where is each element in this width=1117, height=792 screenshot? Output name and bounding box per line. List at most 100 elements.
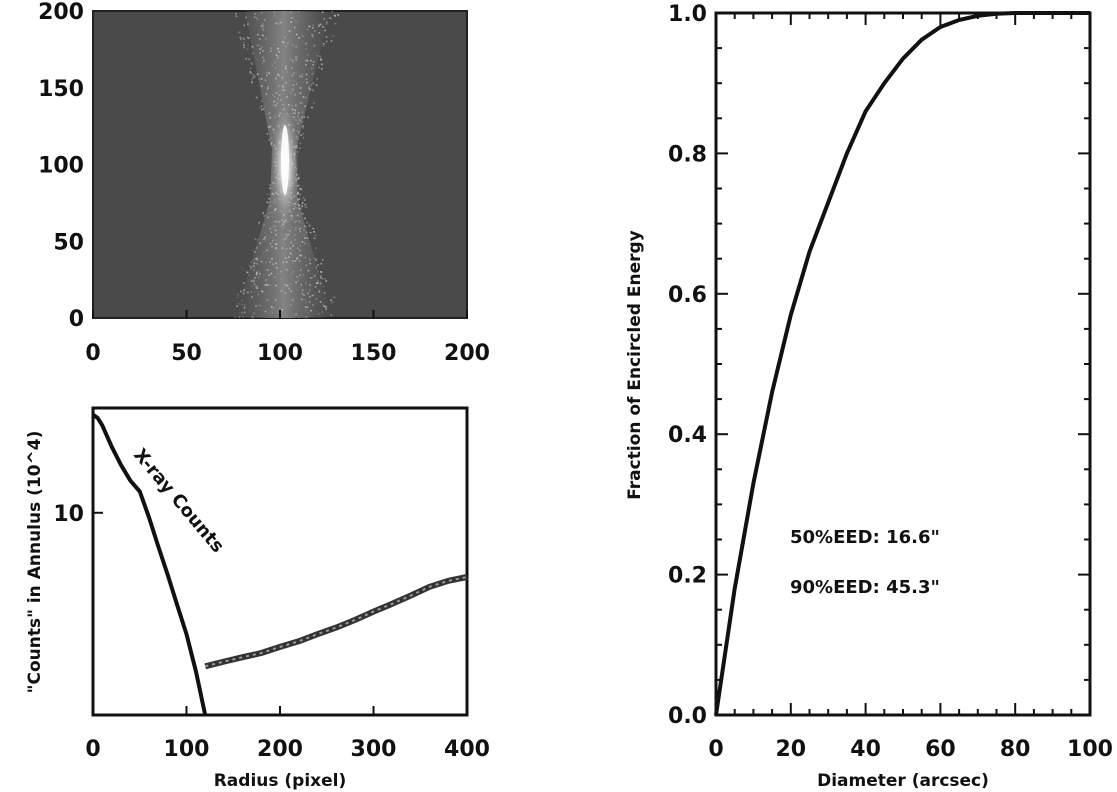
speckle-dot <box>273 221 276 223</box>
eed90-annotation: 90%EED: 45.3" <box>790 577 940 598</box>
speckle-dot <box>248 58 250 61</box>
speckle-dot <box>277 56 279 59</box>
speckle-dot <box>239 36 242 39</box>
speckle-dot <box>292 116 295 119</box>
speckle-dot <box>259 38 261 40</box>
speckle-dot <box>251 81 253 84</box>
speckle-dot <box>312 89 314 92</box>
speckle-dot <box>264 284 267 286</box>
speckle-dot <box>256 285 258 288</box>
speckle-dot <box>257 14 260 16</box>
speckle-dot <box>296 275 299 278</box>
image-x-ticks: 0 50 100 150 200 <box>85 310 490 366</box>
speckle-dot <box>284 275 287 277</box>
speckle-dot <box>308 224 311 227</box>
speckle-dot <box>244 304 246 307</box>
speckle-dot <box>289 316 292 319</box>
speckle-dot <box>319 55 321 57</box>
speckle-dot <box>312 24 314 27</box>
speckle-dot <box>300 134 302 137</box>
speckle-dot <box>272 226 275 228</box>
speckle-dot <box>305 73 308 76</box>
speckle-dot <box>262 29 265 31</box>
speckle-dot <box>252 74 255 76</box>
speckle-dot <box>292 44 294 46</box>
speckle-dot <box>297 247 299 249</box>
speckle-dot <box>301 111 304 114</box>
speckle-dot <box>285 234 288 236</box>
speckle-dot <box>330 299 332 302</box>
speckle-dot <box>275 262 277 265</box>
speckle-dot <box>311 67 313 70</box>
speckle-dot <box>296 215 298 218</box>
speckle-dot <box>305 308 307 311</box>
speckle-dot <box>271 311 274 314</box>
ee-series <box>714 11 1090 716</box>
speckle-dot <box>265 213 268 216</box>
speckle-dot <box>313 257 316 259</box>
speckle-dot <box>269 212 271 214</box>
image-panel: 0 50 100 150 200 0 50 100 150 200 <box>38 0 490 366</box>
speckle-dot <box>249 67 252 70</box>
speckle-dot <box>325 280 328 282</box>
speckle-dot <box>274 96 276 98</box>
speckle-dot <box>269 242 272 245</box>
speckle-dot <box>269 125 272 128</box>
speckle-dot <box>307 269 310 272</box>
speckle-dot <box>276 49 278 51</box>
speckle-dot <box>285 67 287 70</box>
speckle-dot <box>266 193 269 196</box>
speckle-dot <box>300 187 302 190</box>
speckle-dot <box>289 304 292 306</box>
speckle-dot <box>276 265 278 268</box>
ee-y-tick-label: 0.4 <box>668 423 707 448</box>
speckle-dot <box>281 40 284 43</box>
speckle-dot <box>296 228 298 230</box>
speckle-dot <box>236 296 239 299</box>
speckle-dot <box>325 308 327 310</box>
speckle-dot <box>261 290 263 292</box>
speckle-dot <box>288 30 291 32</box>
speckle-dot <box>333 296 336 299</box>
speckle-dot <box>248 265 251 267</box>
speckle-dot <box>285 236 288 239</box>
speckle-dot <box>295 20 297 22</box>
speckle-dot <box>312 82 315 85</box>
speckle-dot <box>331 300 334 303</box>
speckle-dot <box>270 272 273 275</box>
speckle-dot <box>272 201 275 204</box>
speckle-dot <box>272 128 275 130</box>
ee-ylabel: Fraction of Encircled Energy <box>625 230 645 500</box>
speckle-dot <box>309 262 311 265</box>
speckle-dot <box>278 51 280 53</box>
speckle-dot <box>317 264 319 266</box>
speckle-dot <box>334 22 337 25</box>
speckle-dot <box>266 249 268 251</box>
speckle-dot <box>248 273 250 276</box>
speckle-dot <box>315 282 318 285</box>
speckle-dot <box>280 259 282 261</box>
speckle-dot <box>284 292 287 294</box>
speckle-dot <box>253 312 255 315</box>
speckle-dot <box>318 25 321 27</box>
speckle-dot <box>298 228 301 230</box>
speckle-dot <box>312 27 314 29</box>
image-x-tick-label: 150 <box>351 341 397 366</box>
speckle-dot <box>274 243 277 245</box>
speckle-dot <box>312 61 315 63</box>
speckle-dot <box>281 76 283 79</box>
speckle-dot <box>243 290 245 292</box>
speckle-dot <box>275 220 277 223</box>
speckle-dot <box>285 45 287 48</box>
speckle-dot <box>245 57 247 60</box>
speckle-dot <box>263 215 266 217</box>
speckle-dot <box>294 26 296 29</box>
speckle-dot <box>260 257 263 259</box>
speckle-dot <box>268 117 271 120</box>
speckle-dot <box>314 286 317 288</box>
profile-x-tick-label: 200 <box>257 737 303 762</box>
speckle-dot <box>296 46 298 49</box>
speckle-dot <box>295 58 297 61</box>
speckle-dot <box>256 257 258 260</box>
speckle-dot <box>303 225 306 227</box>
